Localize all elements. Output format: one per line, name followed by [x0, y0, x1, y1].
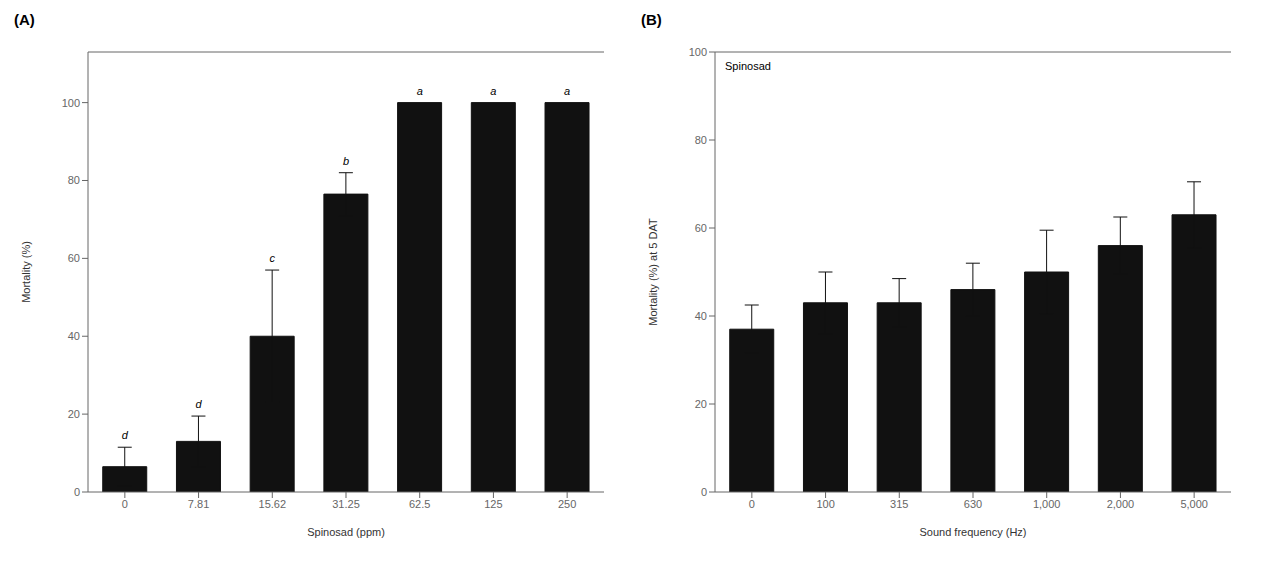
svg-text:125: 125 [484, 498, 502, 510]
svg-text:a: a [564, 85, 570, 97]
svg-text:20: 20 [695, 398, 707, 410]
svg-text:100: 100 [62, 97, 80, 109]
svg-text:20: 20 [68, 408, 80, 420]
svg-text:0: 0 [122, 498, 128, 510]
svg-text:80: 80 [68, 174, 80, 186]
svg-text:a: a [417, 85, 423, 97]
svg-text:60: 60 [68, 252, 80, 264]
svg-text:2,000: 2,000 [1107, 498, 1135, 510]
svg-text:100: 100 [689, 46, 707, 58]
svg-text:c: c [270, 252, 276, 264]
svg-text:100: 100 [816, 498, 834, 510]
svg-text:Mortality (%): Mortality (%) [20, 241, 32, 303]
svg-text:Mortality (%) at 5 DAT: Mortality (%) at 5 DAT [647, 218, 659, 326]
svg-text:b: b [343, 155, 349, 167]
svg-text:40: 40 [68, 330, 80, 342]
svg-text:60: 60 [695, 222, 707, 234]
svg-text:Spinosad: Spinosad [725, 60, 771, 72]
svg-text:0: 0 [74, 486, 80, 498]
svg-text:630: 630 [964, 498, 982, 510]
svg-text:d: d [122, 429, 129, 441]
html-text:(A): (A) [14, 11, 35, 28]
svg-text:80: 80 [695, 134, 707, 146]
svg-text:0: 0 [749, 498, 755, 510]
svg-text:31.25: 31.25 [332, 498, 360, 510]
svg-text:d: d [196, 398, 203, 410]
svg-text:15.62: 15.62 [259, 498, 287, 510]
svg-text:7.81: 7.81 [188, 498, 209, 510]
svg-text:a: a [490, 85, 496, 97]
svg-text:250: 250 [558, 498, 576, 510]
svg-text:40: 40 [695, 310, 707, 322]
svg-text:0: 0 [701, 486, 707, 498]
svg-text:315: 315 [890, 498, 908, 510]
svg-text:62.5: 62.5 [409, 498, 430, 510]
svg-text:Sound frequency (Hz): Sound frequency (Hz) [920, 526, 1027, 538]
html-text:(B): (B) [641, 11, 662, 28]
svg-text:1,000: 1,000 [1033, 498, 1061, 510]
svg-text:5,000: 5,000 [1180, 498, 1208, 510]
svg-text:Spinosad (ppm): Spinosad (ppm) [307, 526, 385, 538]
